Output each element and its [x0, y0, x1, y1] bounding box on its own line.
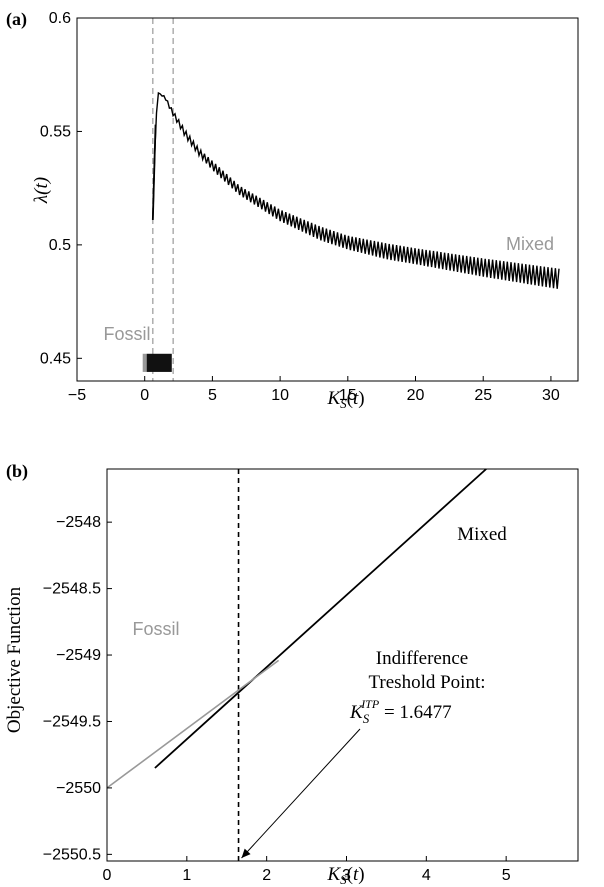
panel-a-x-ticks: −5 0 5 10 15 20 25 30	[68, 376, 560, 404]
x-tick-label: 2	[262, 867, 271, 884]
y-tick-label: 0.5	[49, 237, 71, 254]
panel-b-plot-area	[106, 468, 487, 861]
x-tick-label: 0	[103, 867, 112, 884]
y-tick-label: −2549	[56, 647, 101, 664]
x-tick-label: 3	[342, 867, 351, 884]
x-tick-label: 20	[407, 387, 425, 404]
panel-a: (a) −5 0 5 10 15 20 25 30 0.450.50.550.6 Mixed …	[6, 9, 579, 411]
x-tick-label: 15	[339, 387, 357, 404]
panel-a-x-axis-label: KS(t)	[326, 388, 364, 411]
series-mixed-line	[152, 91, 560, 289]
panel-b-mixed-label: Mixed	[457, 524, 507, 545]
x-tick-label: 30	[542, 387, 560, 404]
panel-b-frame	[106, 468, 579, 862]
panel-a-label: (a)	[6, 9, 27, 30]
x-tick-label: 5	[208, 387, 217, 404]
panel-a-frame	[76, 17, 579, 382]
panel-b-x-ticks: 0 1 2 3 4 5	[103, 856, 511, 884]
y-tick-label: −2548.5	[43, 581, 101, 598]
y-tick-label: 0.6	[49, 10, 71, 27]
panel-b: (b) 0 1 2 3 4 5 −2550.5 −2550 −2549.5 −2549 −2548…	[4, 461, 579, 887]
y-tick-label: 0.45	[40, 350, 71, 367]
panel-a-y-axis-label: λ(t)	[31, 177, 52, 204]
x-tick-label: 1	[182, 867, 191, 884]
x-tick-label: −5	[68, 387, 86, 404]
x-tick-label: 10	[271, 387, 289, 404]
annotation-equation: KSITP = 1.6477	[349, 697, 452, 726]
panel-a-plot-area	[142, 18, 560, 381]
series-fossil-start	[142, 353, 147, 372]
annotation-line1: Indifference	[376, 648, 468, 669]
y-tick-label: −2550	[56, 780, 101, 797]
panel-a-y-ticks: 0.45 0.5 0.55 0.6	[40, 10, 82, 367]
panel-b-label: (b)	[6, 461, 28, 482]
panel-b-x-axis-label: KS(t)	[326, 864, 364, 887]
x-tick-label: 5	[502, 867, 511, 884]
panel-b-y-ticks: −2550.5 −2550 −2549.5 −2549 −2548.5 −2548	[43, 514, 112, 863]
x-tick-label: 25	[474, 387, 492, 404]
panel-a-fossil-label: Fossil	[103, 324, 150, 344]
series-fossil-block	[146, 353, 172, 372]
series-mixed-line	[154, 468, 487, 769]
series-mixed-rise	[151, 124, 157, 220]
y-tick-label: −2548	[56, 514, 101, 531]
annotation-line2: Treshold Point:	[368, 672, 485, 693]
series-fossil-line	[106, 659, 280, 789]
panel-a-mixed-label: Mixed	[506, 234, 554, 254]
x-tick-label: 4	[422, 867, 431, 884]
y-tick-label: 0.55	[40, 123, 71, 140]
y-tick-label: −2550.5	[43, 846, 101, 863]
annotation-arrow	[241, 728, 361, 859]
y-tick-label: −2549.5	[43, 713, 101, 730]
panel-b-y-axis-label: Objective Function	[4, 586, 25, 733]
panel-b-fossil-label: Fossil	[132, 619, 179, 639]
annotation-arrowhead	[241, 848, 251, 858]
x-tick-label: 0	[140, 387, 149, 404]
